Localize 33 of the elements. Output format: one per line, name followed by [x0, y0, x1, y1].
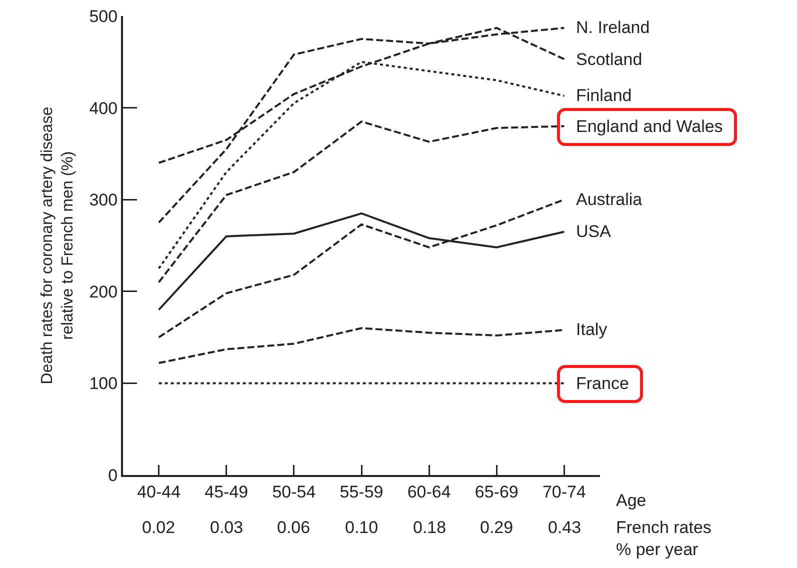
text: 0.18 — [413, 518, 446, 537]
y-tick-label: 400 — [89, 98, 118, 118]
y-tick-label: 100 — [89, 374, 118, 394]
series-label: N. Ireland — [576, 18, 650, 37]
text: 0.29 — [480, 518, 514, 537]
y-tick-label: 200 — [89, 282, 118, 302]
y-tick-label: 0 — [108, 466, 118, 485]
y-axis-title: Death rates for coronary artery disease relative to French men (%) — [38, 106, 77, 384]
y-tick-label: 500 — [89, 6, 118, 26]
series-label: England and Wales — [576, 117, 723, 136]
line-series — [158, 120, 566, 284]
text: French rates % per year — [616, 518, 712, 560]
x-tick-label: 50-54 — [272, 482, 316, 502]
x-tick-label: 70-74 — [542, 482, 586, 502]
line-series — [158, 26, 566, 224]
text: 0.10 — [345, 518, 378, 537]
text: 0.43 — [548, 518, 582, 537]
x-axis-title: Age — [616, 491, 646, 510]
y-tick-label: 300 — [89, 190, 118, 210]
x-tick-label: 40-44 — [137, 482, 181, 502]
series-label: USA — [576, 222, 612, 241]
series-label: France — [576, 374, 629, 393]
series-label: Italy — [576, 320, 608, 339]
x-tick-label: 60-64 — [407, 482, 451, 502]
series-label: Australia — [576, 190, 643, 209]
text: 0.02 — [142, 518, 176, 537]
x-tick-label: 45-49 — [204, 482, 248, 502]
series-label: Scotland — [576, 50, 642, 69]
series-label: Finland — [576, 86, 632, 105]
text: 0.03 — [210, 518, 244, 537]
x-tick-label: 65-69 — [474, 482, 518, 502]
x-tick-label: 55-59 — [340, 482, 384, 502]
text: 0.06 — [277, 518, 310, 537]
